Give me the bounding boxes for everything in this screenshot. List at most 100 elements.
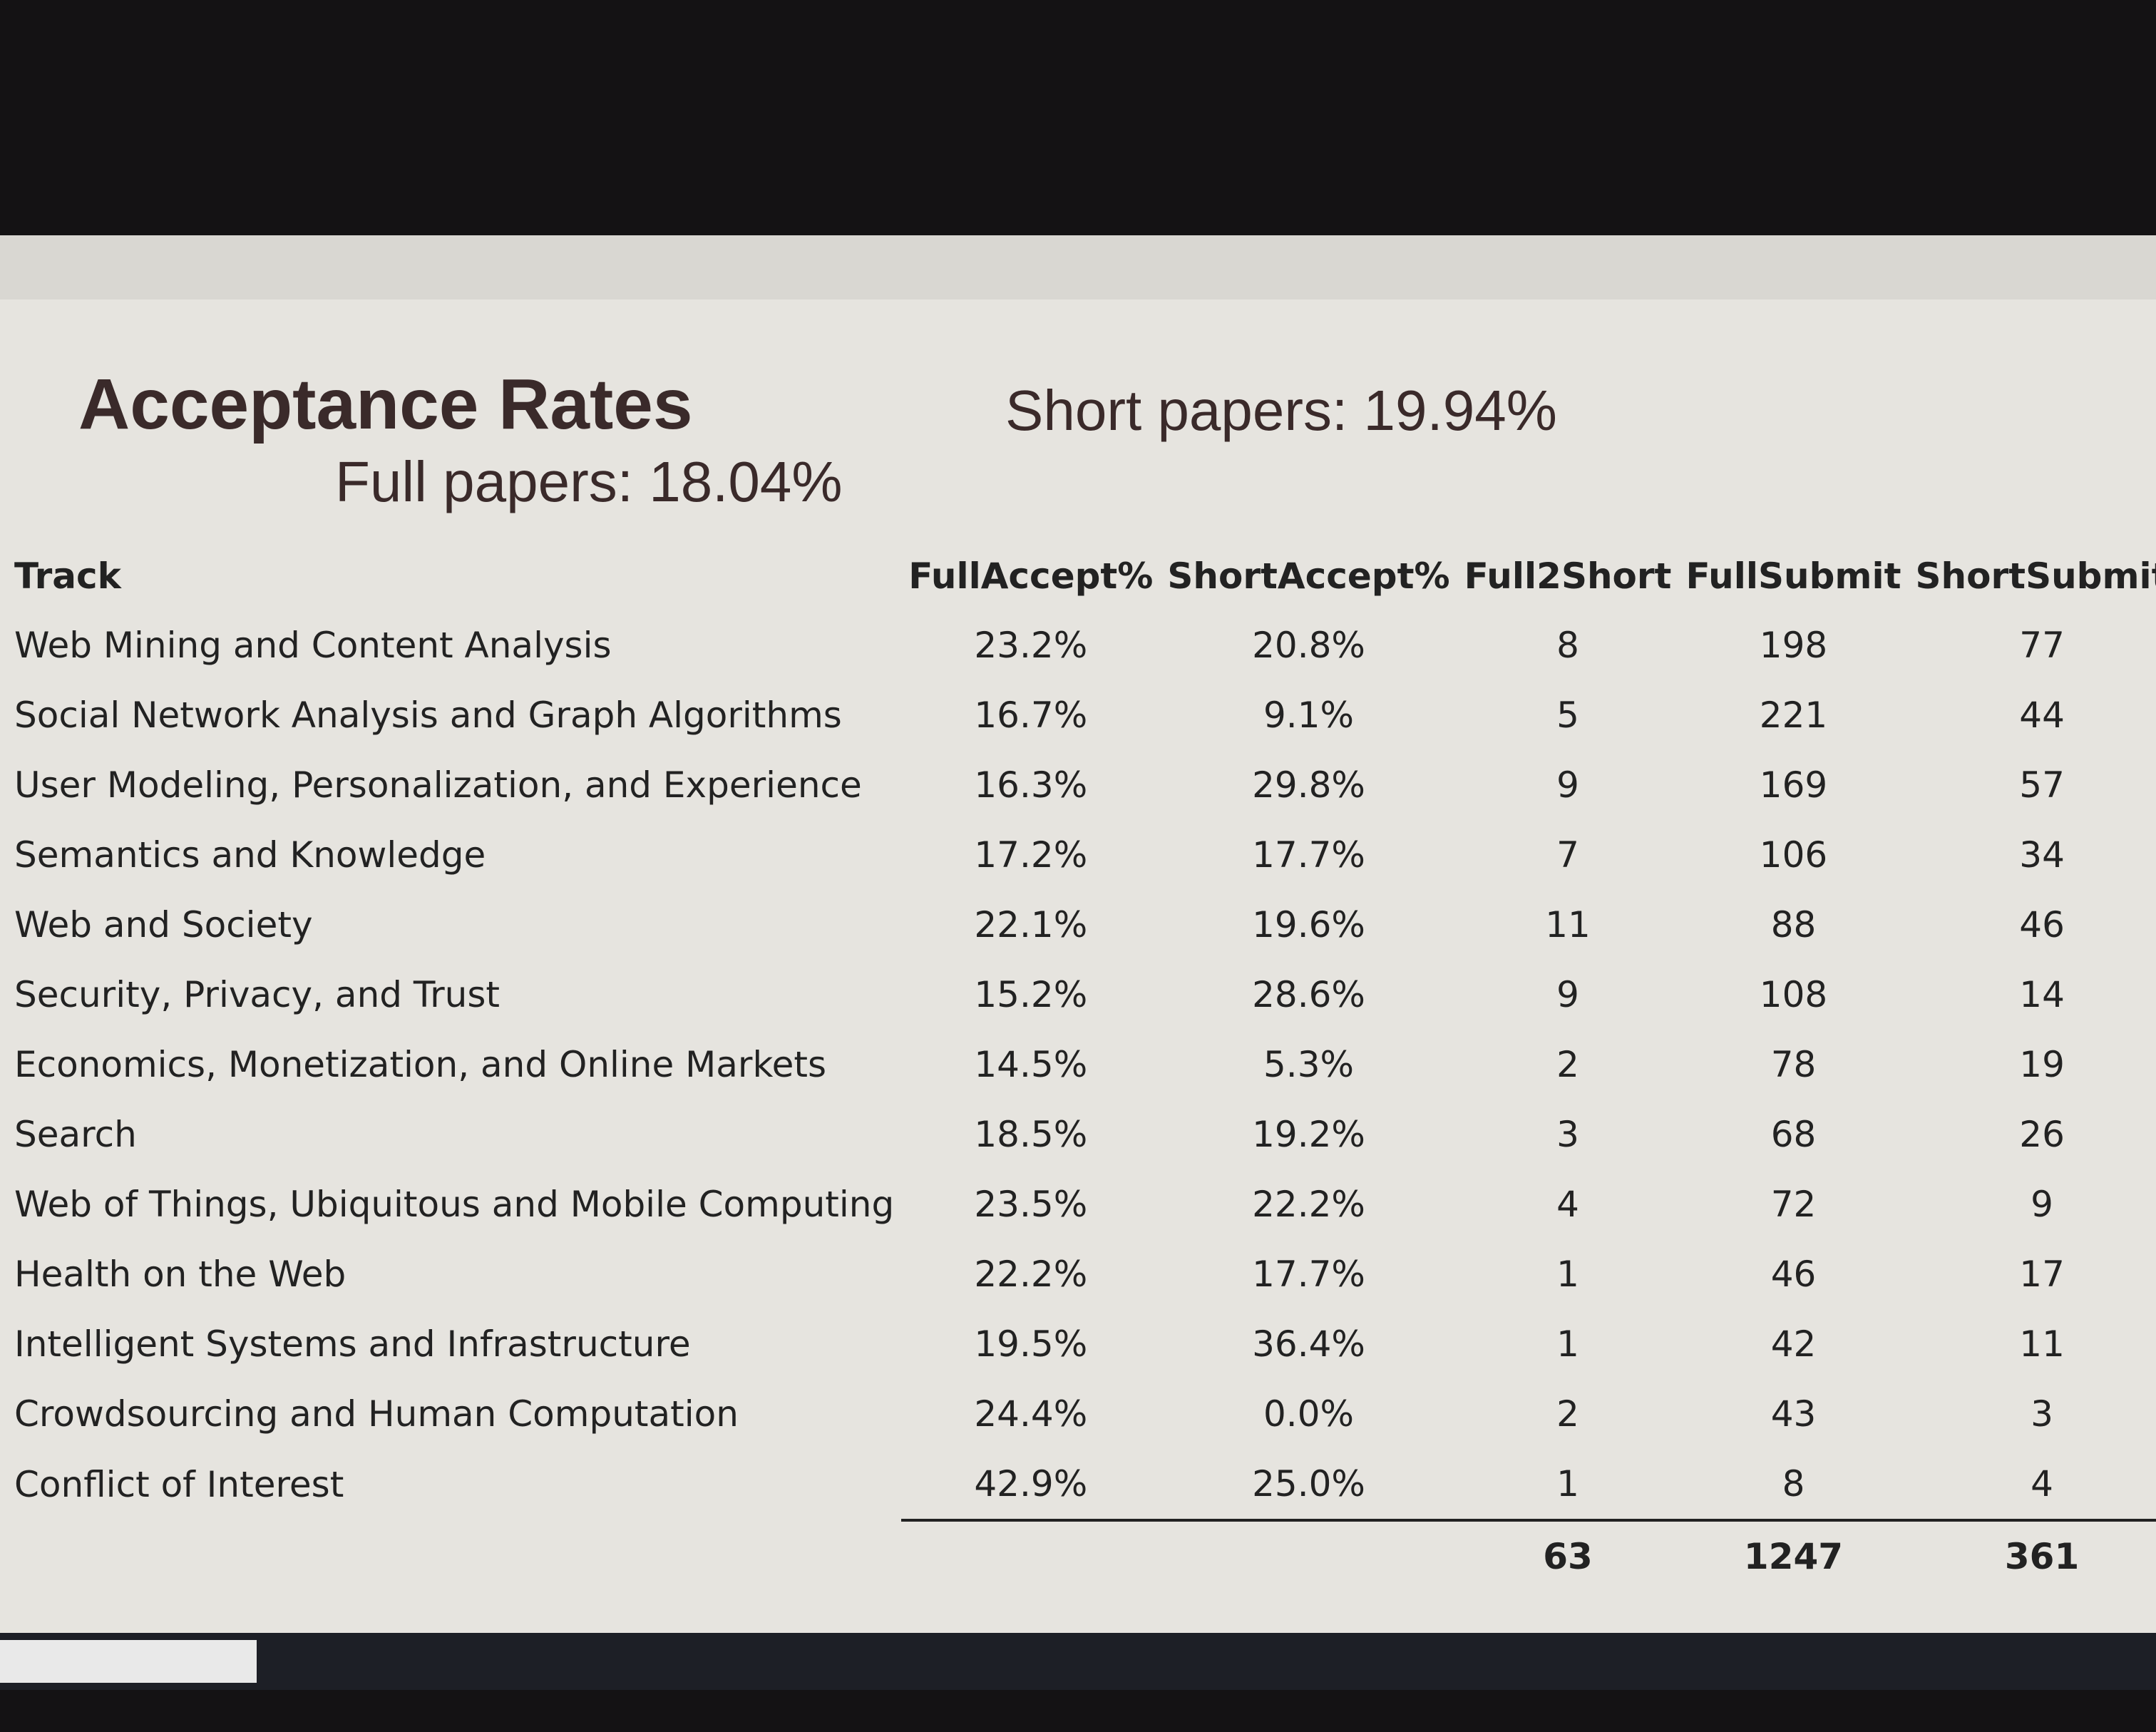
cell: 9: [1556, 974, 1579, 1015]
cell: 221: [1759, 695, 1828, 736]
cell: 16.7%: [974, 695, 1088, 736]
table-row: Conflict of Interest 42.9% 25.0% 1 8 4: [7, 1449, 2156, 1520]
cell: 28.6%: [1252, 974, 1365, 1015]
cell: 78: [1770, 1044, 1817, 1085]
empty-cell: [1160, 1519, 1457, 1592]
table-row: Web and Society 22.1% 19.6% 11 88 46: [7, 890, 2156, 960]
cell: 24.4%: [974, 1393, 1088, 1435]
cell: 1: [1556, 1323, 1579, 1365]
column-header: FullAccept%: [908, 555, 1154, 597]
header-row: Track FullAccept% ShortAccept% Full2Short Fu…: [7, 542, 2156, 610]
cell: 22.1%: [974, 904, 1088, 946]
track-name: Web and Society: [14, 904, 313, 946]
cell: 106: [1759, 834, 1828, 876]
cell: 1: [1556, 1254, 1579, 1295]
cell: 68: [1770, 1114, 1817, 1155]
acceptance-table: Track FullAccept% ShortAccept% Full2Short Fu…: [7, 542, 2156, 1592]
cell: 19: [2019, 1044, 2065, 1085]
total-row: 63 1247 361: [7, 1519, 2156, 1592]
cell: 14: [2019, 974, 2065, 1015]
cell: 8: [1556, 625, 1579, 666]
cell: 15.2%: [974, 974, 1088, 1015]
cell: 169: [1759, 764, 1828, 806]
table-row: Web Mining and Content Analysis 23.2% 20.8…: [7, 610, 2156, 680]
cell: 3: [1556, 1114, 1579, 1155]
total-cell: 1247: [1678, 1519, 1909, 1592]
total-cell: 63: [1457, 1519, 1679, 1592]
empty-cell: [7, 1520, 901, 1592]
cell: 22.2%: [1252, 1184, 1365, 1225]
full-rate: Full papers: 18.04%: [335, 450, 843, 513]
cell: 25.0%: [1252, 1463, 1365, 1505]
slide-title: Acceptance Rates: [78, 364, 693, 444]
track-name: Crowdsourcing and Human Computation: [14, 1393, 739, 1435]
column-header: Full2Short: [1464, 555, 1672, 597]
track-name: Economics, Monetization, and Online Mark…: [14, 1044, 827, 1085]
track-name: Social Network Analysis and Graph Algori…: [14, 695, 842, 736]
track-name: Health on the Web: [14, 1254, 346, 1295]
cell: 19.5%: [974, 1323, 1088, 1365]
cell: 0.0%: [1263, 1393, 1355, 1435]
cell: 46: [2019, 904, 2065, 946]
cell: 42.9%: [974, 1463, 1088, 1505]
cell: 88: [1770, 904, 1817, 946]
table-row: Economics, Monetization, and Online Mark…: [7, 1030, 2156, 1100]
cell: 5: [1556, 695, 1579, 736]
cell: 4: [1556, 1184, 1579, 1225]
short-rate: Short papers: 19.94%: [1005, 379, 1557, 442]
track-name: User Modeling, Personalization, and Expe…: [14, 764, 862, 806]
cell: 42: [1770, 1323, 1817, 1365]
cell: 2: [1556, 1044, 1579, 1085]
cell: 16.3%: [974, 764, 1088, 806]
cell: 11: [2019, 1323, 2065, 1365]
table-body: Web Mining and Content Analysis 23.2% 20.8…: [7, 610, 2156, 1592]
cell: 34: [2019, 834, 2065, 876]
cell: 198: [1759, 625, 1828, 666]
cell: 8: [1782, 1463, 1805, 1505]
cell: 20.8%: [1252, 625, 1365, 666]
cell: 5.3%: [1263, 1044, 1355, 1085]
track-name: Intelligent Systems and Infrastructure: [14, 1323, 691, 1365]
cell: 29.8%: [1252, 764, 1365, 806]
cell: 9: [2031, 1184, 2053, 1225]
cell: 17: [2019, 1254, 2065, 1295]
column-header: ShortSubmit: [1915, 555, 2156, 597]
empty-cell: [901, 1519, 1161, 1592]
cell: 108: [1759, 974, 1828, 1015]
table-row: Crowdsourcing and Human Computation 24.4%…: [7, 1379, 2156, 1449]
cell: 9: [1556, 764, 1579, 806]
cell: 23.5%: [974, 1184, 1088, 1225]
total-cell: 361: [1908, 1519, 2156, 1592]
cell: 19.2%: [1252, 1114, 1365, 1155]
column-header: Track: [14, 555, 121, 597]
column-header: ShortAccept%: [1167, 555, 1450, 597]
cell: 11: [1545, 904, 1591, 946]
cell: 77: [2019, 625, 2065, 666]
cell: 1: [1556, 1463, 1579, 1505]
table-row: Security, Privacy, and Trust 15.2% 28.6% 9 1…: [7, 960, 2156, 1030]
track-name: Search: [14, 1114, 137, 1155]
cell: 46: [1770, 1254, 1817, 1295]
track-name: Semantics and Knowledge: [14, 834, 486, 876]
track-name: Conflict of Interest: [14, 1464, 344, 1505]
cell: 57: [2019, 764, 2065, 806]
cell: 2: [1556, 1393, 1579, 1435]
track-name: Web of Things, Ubiquitous and Mobile Com…: [14, 1184, 895, 1225]
cell: 23.2%: [974, 625, 1088, 666]
cell: 72: [1770, 1184, 1817, 1225]
table-row: Search 18.5% 19.2% 3 68 26: [7, 1100, 2156, 1169]
taskbar: [0, 1633, 2156, 1690]
cell: 3: [2031, 1393, 2053, 1435]
cell: 44: [2019, 695, 2065, 736]
browser-bar: [0, 235, 2156, 301]
cell: 18.5%: [974, 1114, 1088, 1155]
cell: 36.4%: [1252, 1323, 1365, 1365]
search-box[interactable]: [0, 1640, 257, 1683]
cell: 22.2%: [974, 1254, 1088, 1295]
cell: 17.7%: [1252, 1254, 1365, 1295]
cell: 4: [2031, 1463, 2053, 1505]
table-row: Web of Things, Ubiquitous and Mobile Com…: [7, 1169, 2156, 1239]
track-name: Web Mining and Content Analysis: [14, 625, 612, 666]
cell: 26: [2019, 1114, 2065, 1155]
